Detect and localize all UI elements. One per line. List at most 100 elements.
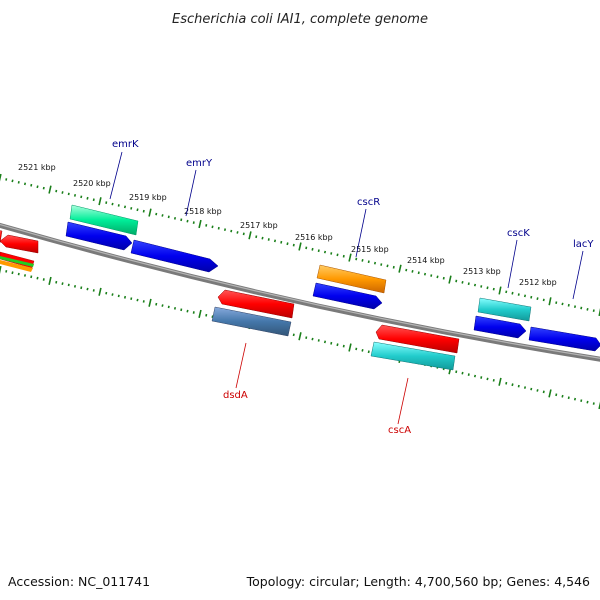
gene-cscR-coding[interactable] [312, 282, 383, 310]
position-marker: 2516 kbp [295, 233, 333, 242]
outer-tick [461, 280, 464, 284]
outer-tick [123, 205, 127, 209]
gene-label-cscA[interactable]: cscA [388, 425, 411, 436]
inner-tick [48, 276, 52, 285]
inner-tick [55, 280, 58, 284]
position-marker: 2519 kbp [129, 193, 167, 202]
outer-tick [480, 285, 483, 288]
inner-tick [486, 377, 489, 381]
inner-tick [161, 304, 164, 307]
outer-tick [355, 257, 358, 261]
position-marker: 2518 kbp [184, 207, 222, 216]
gene-dsdA[interactable] [217, 289, 295, 319]
gene-cscK-rna[interactable] [477, 297, 532, 322]
gene-label-emrY[interactable]: emrY [186, 158, 213, 169]
outer-tick [136, 208, 139, 212]
inner-tick [498, 377, 502, 386]
inner-tick [98, 287, 102, 296]
outer-tick [305, 246, 308, 250]
inner-tick [505, 381, 508, 385]
genome-backbone [0, 222, 600, 362]
outer-tick [105, 201, 108, 204]
inner-tick [42, 278, 45, 281]
outer-tick [30, 183, 33, 187]
gene-emrK-rna[interactable] [69, 204, 139, 236]
gene-cscR[interactable] [316, 264, 387, 294]
outer-tick [42, 186, 45, 190]
position-marker: 2521 kbp [18, 163, 56, 172]
inner-tick [355, 347, 358, 351]
outer-tick [223, 228, 227, 232]
inner-tick [530, 387, 533, 391]
inner-tick [330, 341, 333, 345]
inner-tick [192, 311, 195, 314]
outer-tick [230, 229, 233, 233]
outer-tick [180, 218, 183, 222]
outer-tick [117, 204, 120, 207]
label-leader-cscA [397, 377, 409, 425]
gene-label-cscR[interactable]: cscR [357, 197, 380, 208]
gene-label-cscK[interactable]: cscK [507, 228, 530, 239]
gene-partial-left-orange[interactable] [0, 260, 33, 272]
inner-tick [198, 309, 202, 318]
outer-tick [380, 263, 383, 266]
inner-tick [30, 275, 33, 279]
outer-tick [536, 297, 539, 300]
outer-tick [336, 253, 339, 257]
gene-cscA-rna[interactable] [370, 341, 456, 371]
outer-tick [542, 298, 545, 302]
inner-tick [323, 340, 327, 344]
inner-tick [317, 339, 320, 342]
outer-tick [11, 179, 14, 183]
gene-emrY[interactable] [130, 239, 219, 273]
inner-tick [305, 336, 308, 339]
position-marker: 2520 kbp [73, 179, 111, 188]
gene-partial-left-red-2[interactable] [0, 230, 3, 244]
gene-label-emrK[interactable]: emrK [112, 139, 139, 150]
outer-tick [342, 254, 345, 258]
gene-partial-left-green[interactable] [0, 256, 34, 267]
gene-cscA[interactable] [375, 324, 460, 354]
outer-tick [298, 242, 302, 251]
outer-tick [405, 268, 408, 272]
gene-labels: emrK emrY cscR cscK lacY dsdA cscA [109, 139, 594, 436]
inner-tick [361, 348, 364, 352]
outer-tick [511, 291, 514, 295]
inner-tick [80, 286, 83, 290]
inner-tick [492, 379, 495, 382]
gene-lacY[interactable] [528, 326, 600, 352]
outer-tick [148, 208, 152, 217]
outer-tick [205, 224, 208, 227]
outer-tick [555, 301, 558, 304]
inner-tick [555, 393, 558, 397]
gene-dsdA-rna[interactable] [211, 306, 292, 337]
label-leader-emrY [185, 169, 197, 217]
outer-tick [5, 178, 8, 181]
outer-tick [473, 283, 477, 287]
gene-label-lacY[interactable]: lacY [573, 239, 594, 250]
outer-tick [392, 265, 395, 269]
inner-tick [211, 315, 214, 319]
gene-emrK[interactable] [65, 221, 133, 251]
outer-tick [417, 271, 420, 275]
outer-tick [261, 236, 264, 240]
forward-strand-genes [0, 204, 600, 352]
gene-label-dsdA[interactable]: dsdA [223, 390, 248, 401]
outer-tick [48, 185, 52, 194]
inner-tick [573, 397, 577, 401]
outer-tick [492, 287, 495, 291]
outer-tick [523, 294, 527, 298]
inner-tick [142, 300, 145, 303]
inner-tick [542, 390, 545, 394]
inner-tick [367, 350, 370, 354]
gene-cscK[interactable] [473, 315, 527, 339]
outer-tick [455, 279, 458, 283]
inner-tick [517, 384, 520, 388]
inner-tick [292, 333, 295, 337]
inner-tick [592, 402, 595, 405]
gene-partial-left-red[interactable] [0, 234, 39, 254]
outer-tick [373, 261, 377, 265]
outer-tick [361, 259, 364, 262]
reverse-strand-genes [0, 251, 460, 371]
